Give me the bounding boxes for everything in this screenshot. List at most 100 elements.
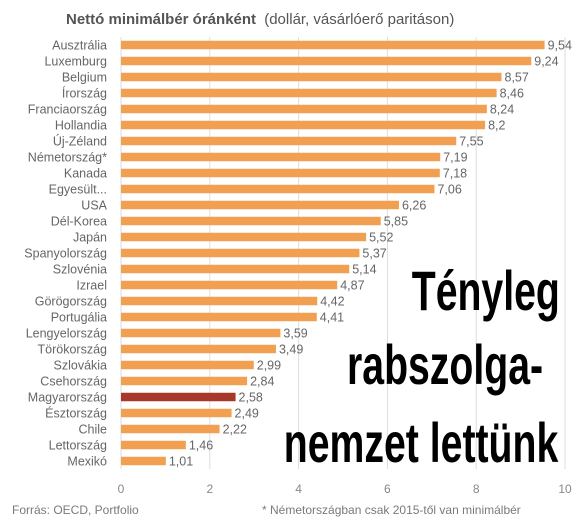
value-label: 2,49	[235, 407, 259, 421]
bar	[121, 200, 399, 210]
category-label: Japán	[73, 231, 107, 245]
bars	[121, 40, 545, 466]
category-label: Szlovákia	[54, 359, 108, 373]
x-tick-label: 0	[118, 482, 125, 496]
value-label: 2,99	[257, 359, 281, 373]
bar	[121, 392, 236, 402]
bar	[121, 120, 486, 130]
value-label: 4,42	[320, 295, 344, 309]
value-label: 9,54	[548, 39, 572, 53]
category-label: Spanyolország	[24, 247, 107, 261]
value-label: 7,55	[459, 135, 483, 149]
value-label: 3,59	[283, 327, 307, 341]
bar	[121, 40, 545, 50]
value-label: 7,18	[443, 167, 467, 181]
category-label: Franciaország	[28, 103, 107, 117]
bar	[121, 104, 487, 114]
bar	[121, 264, 350, 274]
category-label: Görögország	[35, 295, 107, 309]
value-label: 8,24	[490, 103, 514, 117]
bar	[121, 56, 532, 66]
x-tick-label: 2	[206, 482, 213, 496]
category-label: Dél-Korea	[51, 215, 107, 229]
value-label: 5,52	[369, 231, 393, 245]
value-label: 2,84	[250, 375, 274, 389]
value-label: 5,14	[352, 263, 376, 277]
category-label: Portugália	[51, 311, 107, 325]
category-label: Írország	[62, 86, 107, 101]
category-label: Magyarország	[28, 391, 107, 405]
bar	[121, 88, 497, 98]
x-tick-label: 10	[558, 482, 572, 496]
category-label: Kanada	[64, 167, 107, 181]
value-label: 5,85	[384, 215, 408, 229]
value-label: 8,57	[505, 71, 529, 85]
category-label: Belgium	[62, 71, 107, 85]
value-label: 1,01	[169, 455, 193, 469]
bar	[121, 408, 232, 418]
chart-title: Nettó minimálbér óránként (dollár, vásár…	[66, 11, 454, 28]
bar	[121, 232, 367, 242]
bar	[121, 344, 276, 354]
value-label: 8,46	[500, 87, 524, 101]
category-label: Lengyelország	[26, 327, 107, 341]
bar	[121, 360, 254, 370]
x-tick-label: 8	[473, 482, 480, 496]
value-label: 4,41	[320, 311, 344, 325]
category-label: Észtország	[45, 406, 107, 421]
value-label: 2,22	[223, 423, 247, 437]
overlay-text-line-2: rabszolga-	[347, 333, 544, 396]
chart-subtitle: (dollár, vásárlóerő paritáson)	[264, 11, 454, 28]
bar	[121, 440, 186, 450]
category-label: Luxemburg	[44, 55, 107, 69]
value-label: 8,2	[488, 119, 505, 133]
bar	[121, 72, 502, 82]
category-label: Izrael	[76, 279, 107, 293]
category-label: Chile	[79, 423, 108, 437]
category-label: Németország*	[28, 151, 107, 165]
bar	[121, 136, 457, 146]
value-label: 2,58	[239, 391, 263, 405]
bar	[121, 168, 440, 178]
bar	[121, 424, 220, 434]
category-label: Lettország	[49, 439, 107, 453]
category-label: Új-Zéland	[53, 134, 107, 149]
value-label: 5,37	[362, 247, 386, 261]
category-label: Ausztrália	[52, 39, 107, 53]
value-label: 6,26	[402, 199, 426, 213]
overlay-text-line-1: Tényleg	[411, 259, 560, 322]
value-label: 1,46	[189, 439, 213, 453]
overlay-text-line-3: nemzet lettünk	[283, 411, 559, 474]
source-note: Forrás: OECD, Portfolio	[12, 503, 139, 517]
category-label: Csehország	[40, 375, 107, 389]
bar	[121, 376, 248, 386]
category-label: USA	[81, 199, 107, 213]
category-label: Hollandia	[55, 119, 107, 133]
bar	[121, 152, 441, 162]
bar	[121, 216, 381, 226]
value-label: 9,24	[534, 55, 558, 69]
value-label: 7,19	[443, 151, 467, 165]
value-label: 4,87	[340, 279, 364, 293]
bar	[121, 280, 338, 290]
bar	[121, 184, 435, 194]
bar	[121, 328, 281, 338]
bar	[121, 248, 360, 258]
bar	[121, 312, 317, 322]
x-tick-label: 4	[295, 482, 302, 496]
bar	[121, 456, 166, 466]
category-label: Mexikó	[67, 455, 107, 469]
category-label: Törökország	[38, 343, 108, 357]
value-labels: 9,54 9,24 8,57 8,46 8,24 8,2 7,55 7,19 7,18 7,06 6…	[169, 39, 572, 469]
footnote: * Németországban csak 2015-től van minim…	[262, 503, 521, 517]
category-label: Egyesült...	[49, 183, 107, 197]
bar	[121, 296, 318, 306]
value-label: 7,06	[437, 183, 461, 197]
x-tick-label: 6	[384, 482, 391, 496]
category-label: Szlovénia	[53, 263, 107, 277]
x-tick-labels: 0 2 4 6 8 10	[118, 482, 572, 496]
value-label: 3,49	[279, 343, 303, 357]
chart-title-main: Nettó minimálbér óránként	[66, 11, 256, 28]
